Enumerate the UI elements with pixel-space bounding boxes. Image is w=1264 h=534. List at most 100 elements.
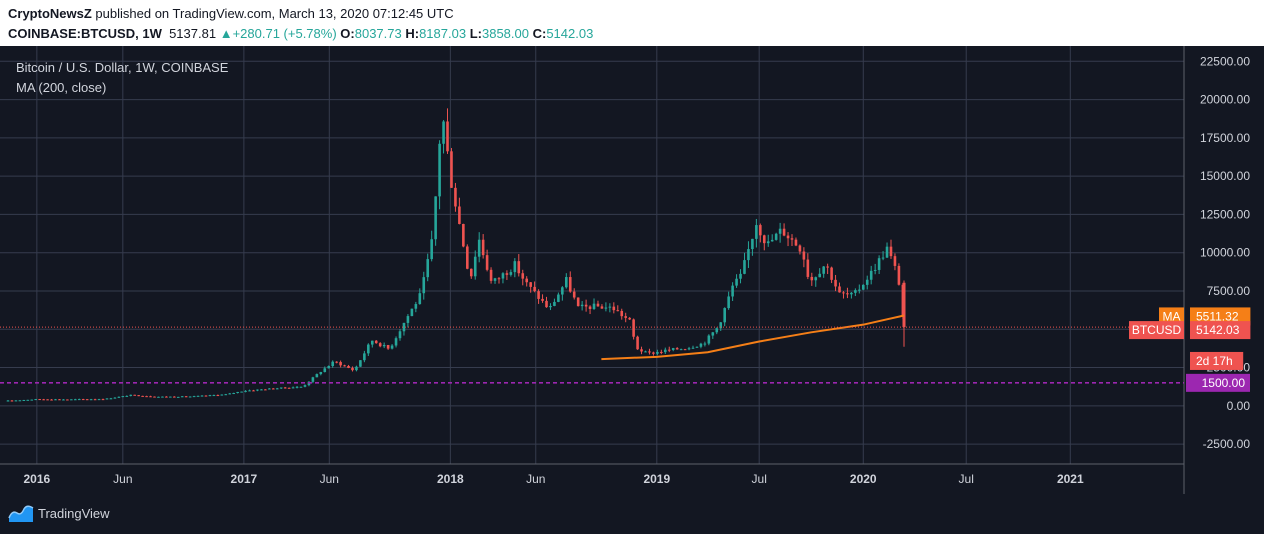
symbol-label[interactable]: COINBASE:BTCUSD, 1W xyxy=(8,26,162,41)
candle-body xyxy=(703,343,707,345)
candle-body xyxy=(695,346,699,348)
candle-body xyxy=(38,399,41,401)
price-tag-bg xyxy=(1190,321,1251,340)
x-tick-label: Jul xyxy=(752,472,767,486)
candle-body xyxy=(858,289,861,291)
tradingview-logo-icon[interactable] xyxy=(8,504,34,524)
candle-body xyxy=(663,349,667,353)
candle-body xyxy=(865,279,869,285)
x-tick-label: Jun xyxy=(526,472,545,486)
x-tick-label: 2019 xyxy=(643,472,670,486)
candle-body xyxy=(359,360,362,367)
candle-body xyxy=(830,267,833,280)
x-tick-label: 2017 xyxy=(231,472,258,486)
candle-body xyxy=(877,258,881,270)
candle-body xyxy=(66,399,69,401)
candle-body xyxy=(232,392,235,394)
candle-body xyxy=(279,387,283,389)
candle-body xyxy=(656,351,659,354)
candle-body xyxy=(790,238,794,240)
publisher-name[interactable]: CryptoNewsZ xyxy=(8,6,92,21)
candles xyxy=(6,108,906,402)
candle-body xyxy=(153,396,156,398)
candle-body xyxy=(766,241,770,244)
candle-body xyxy=(351,367,354,371)
candle-body xyxy=(561,287,564,295)
candle-body xyxy=(588,306,592,309)
candle-body xyxy=(735,278,738,286)
candle-body xyxy=(576,297,580,307)
candle-body xyxy=(778,228,782,234)
candle-body xyxy=(145,396,148,398)
candle-body xyxy=(129,394,133,396)
candle-body xyxy=(363,353,366,361)
candle-body xyxy=(192,396,196,398)
candle-body xyxy=(81,399,85,401)
price-tags: MA 5511.32 BTCUSD 5142.03 2d 17h 1500.00 xyxy=(1129,307,1251,392)
candle-body xyxy=(557,294,560,302)
candle-body xyxy=(897,265,901,285)
candle-body xyxy=(822,266,825,274)
candle-body xyxy=(497,278,501,280)
candle-body xyxy=(889,246,893,257)
candle-body xyxy=(93,399,97,401)
x-tick-label: 2021 xyxy=(1057,472,1084,486)
candle-body xyxy=(291,387,295,389)
candle-body xyxy=(612,306,616,311)
candle-body xyxy=(347,365,350,368)
low-value: 3858.00 xyxy=(481,26,529,41)
candle-body xyxy=(430,239,433,260)
candle-body xyxy=(442,121,445,144)
candle-body xyxy=(402,322,406,332)
candle-body xyxy=(311,377,315,382)
candle-body xyxy=(268,388,271,390)
candle-body xyxy=(850,292,853,295)
candle-body xyxy=(113,397,117,399)
candle-body xyxy=(46,399,49,401)
y-tick-label: 7500.00 xyxy=(1207,284,1251,298)
candle-body xyxy=(608,306,612,308)
y-tick-label: 15000.00 xyxy=(1200,169,1250,183)
candle-body xyxy=(624,316,627,318)
candle-body xyxy=(699,343,703,347)
candle-body xyxy=(691,347,695,349)
candle-body xyxy=(826,266,829,268)
price-chart[interactable]: 22500.00 20000.00 17500.00 15000.00 12500.00… xyxy=(0,46,1264,494)
candle-body xyxy=(854,290,857,293)
candle-body xyxy=(323,368,327,373)
candle-body xyxy=(537,291,540,299)
time-axis[interactable]: 2016 Jun 2017 Jun 2018 Jun 2019 Jul 2020 Jul 2021 xyxy=(23,472,1083,486)
candle-body xyxy=(319,372,323,375)
candle-body xyxy=(398,331,402,339)
candle-body xyxy=(283,387,287,389)
candle-body xyxy=(505,273,509,275)
candle-body xyxy=(200,395,204,397)
candle-body xyxy=(755,225,758,239)
chart-title: Bitcoin / U.S. Dollar, 1W, COINBASE xyxy=(16,60,229,75)
y-tick-label: 20000.00 xyxy=(1200,93,1250,107)
open-value: 8037.73 xyxy=(354,26,402,41)
indicator-label: MA (200, close) xyxy=(16,80,106,95)
candle-body xyxy=(220,394,224,396)
candle-body xyxy=(370,340,374,345)
candle-body xyxy=(814,277,818,281)
candle-body xyxy=(458,206,461,224)
candle-body xyxy=(711,332,715,336)
candle-body xyxy=(54,399,57,401)
candle-body xyxy=(644,351,647,353)
candle-body xyxy=(466,246,469,269)
candle-body xyxy=(648,351,651,353)
candle-body xyxy=(406,316,410,323)
candle-body xyxy=(26,399,30,401)
candle-body xyxy=(394,338,398,346)
candle-body xyxy=(97,399,101,401)
candle-body xyxy=(584,304,588,307)
tradingview-brand[interactable]: TradingView xyxy=(38,506,110,521)
x-tick-label: Jul xyxy=(959,472,974,486)
candle-body xyxy=(620,310,624,317)
x-tick-label: Jun xyxy=(113,472,132,486)
candle-body xyxy=(509,272,513,275)
candle-body xyxy=(580,304,584,307)
candle-body xyxy=(14,400,18,402)
up-triangle-icon: ▲ xyxy=(219,26,233,41)
